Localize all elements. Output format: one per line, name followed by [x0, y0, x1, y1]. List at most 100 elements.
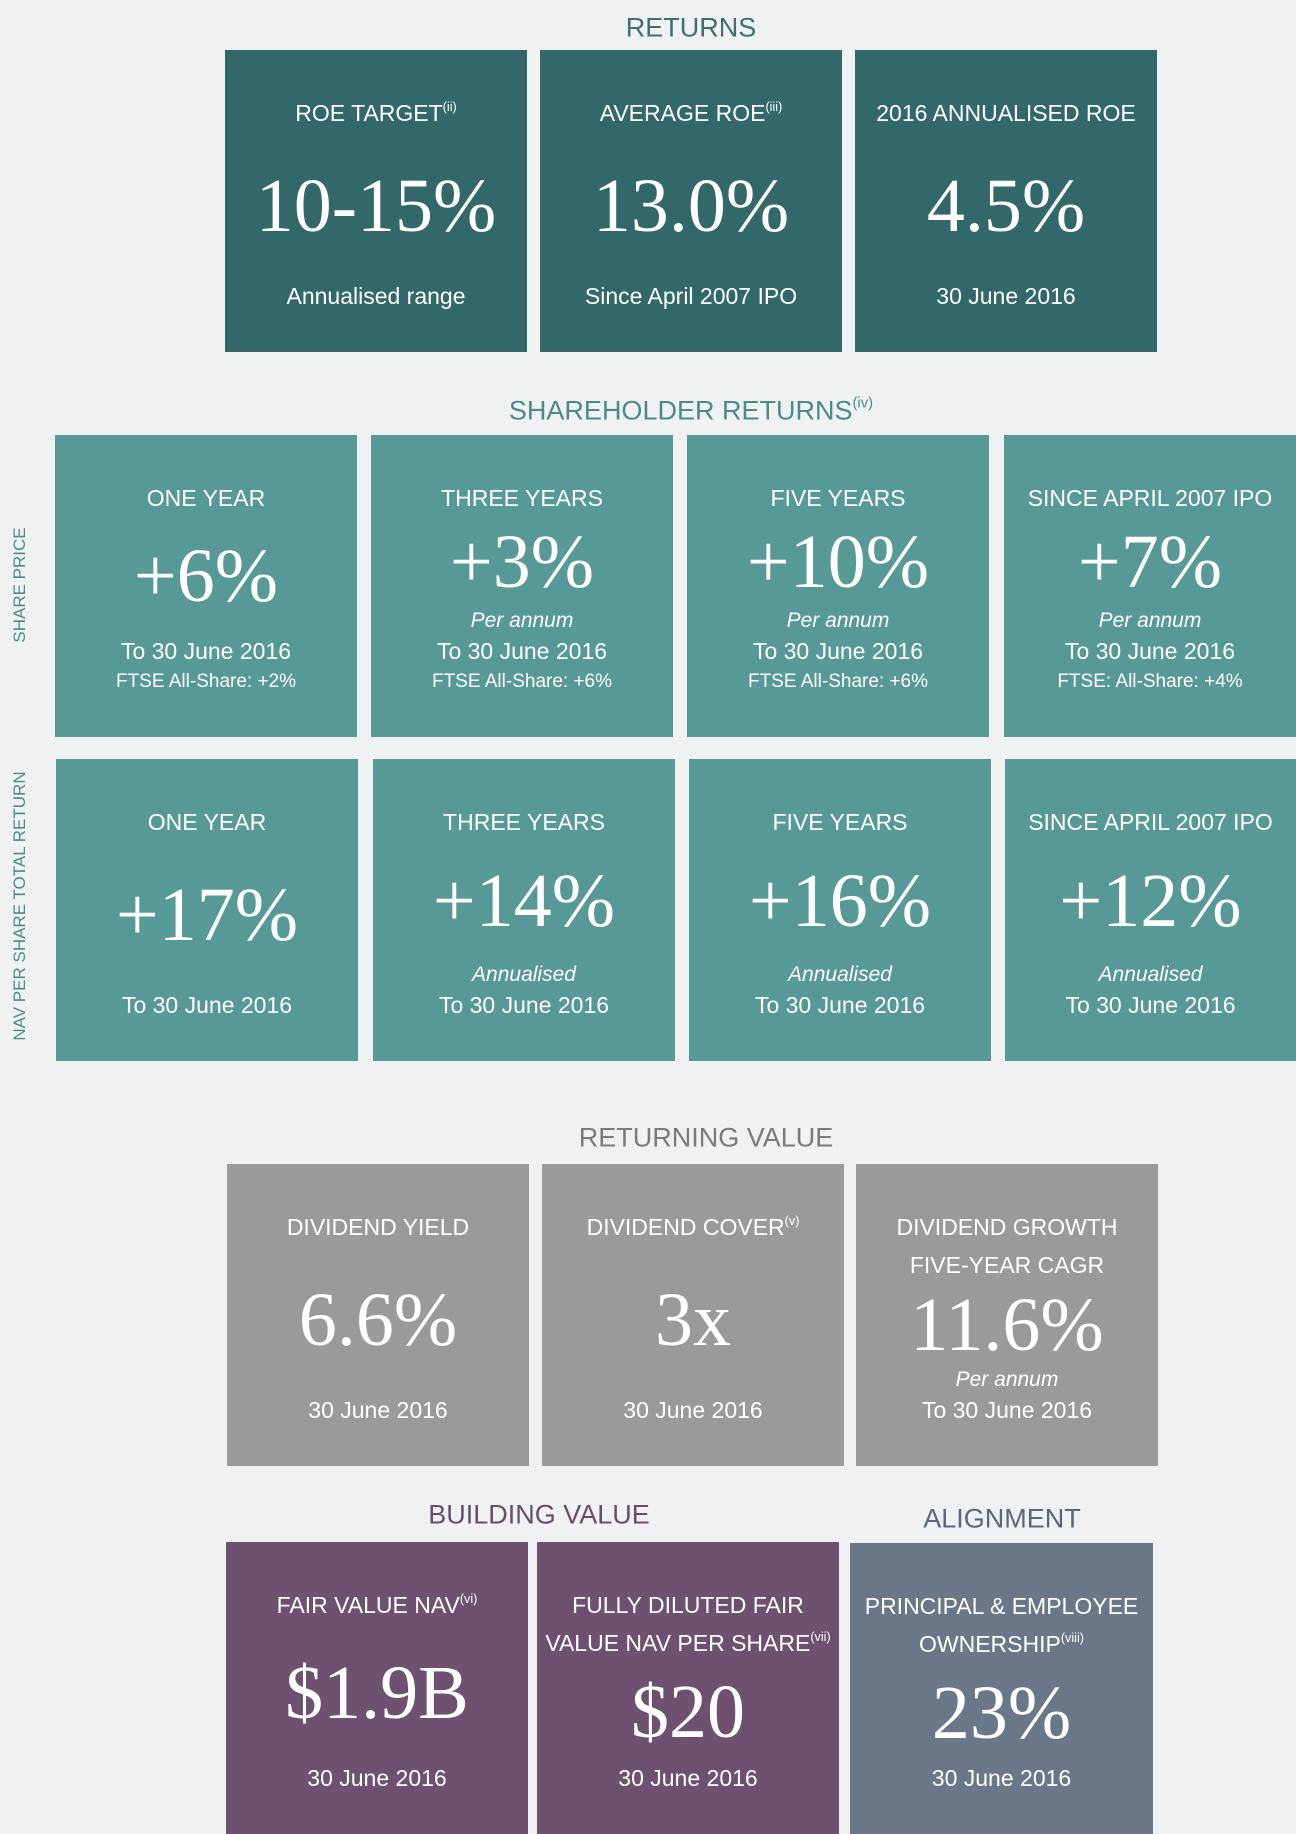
tile-value: +6% [133, 534, 279, 618]
tile: THREE YEARS +3% Per annum To 30 June 2016 FT… [371, 435, 673, 737]
tile: DIVIDEND GROWTH FIVE-YEAR CAGR 11.6% Per an… [856, 1164, 1158, 1466]
tile: PRINCIPAL & EMPLOYEE OWNERSHIP(viii) 23% 30… [850, 1543, 1153, 1834]
section-title: RETURNING VALUE [579, 1123, 834, 1154]
tile-value: 3x [655, 1278, 731, 1362]
subtitle: To 30 June 2016 [921, 1397, 1093, 1423]
heading-text: FULLY DILUTED FAIR [572, 1592, 804, 1618]
tile: SINCE APRIL 2007 IPO +12% Annualised To 30 … [1005, 759, 1296, 1061]
heading-line: THREE YEARS [443, 803, 605, 841]
tile-heading: DIVIDEND GROWTH FIVE-YEAR CAGR [896, 1208, 1117, 1284]
superscript: (vii) [810, 1629, 831, 1644]
tile: ROE TARGET(ii) 10-15% Annualised range [225, 50, 527, 352]
title-text: SHAREHOLDER RETURNS [508, 395, 853, 426]
tile: ONE YEAR +6% To 30 June 2016 FTSE All-Share… [55, 435, 357, 737]
tile-notes: Per annum To 30 June 2016 FTSE All-Share: … [748, 607, 928, 697]
subtitle: 30 June 2016 [308, 1397, 448, 1423]
tile-value: 11.6% [910, 1283, 1104, 1367]
tile-notes: 30 June 2016 [932, 1762, 1071, 1794]
tile-value: +14% [432, 859, 616, 943]
heading-text: VALUE NAV PER SHARE [545, 1630, 811, 1656]
subtitle: 30 June 2016 [307, 1765, 447, 1791]
subtitle: To 30 June 2016 [754, 992, 926, 1018]
heading-line: FIVE YEARS [770, 479, 905, 517]
heading-line: DIVIDEND YIELD [287, 1208, 469, 1246]
heading-text: AVERAGE ROE [599, 100, 766, 126]
tile: AVERAGE ROE(iii) 13.0% Since April 2007 IP… [540, 50, 842, 352]
tile-value: 23% [931, 1670, 1072, 1755]
tile-notes: Since April 2007 IPO [585, 280, 797, 312]
heading-line: FULLY DILUTED FAIR [545, 1586, 830, 1624]
heading-text: DIVIDEND COVER [586, 1214, 785, 1240]
heading-line: ONE YEAR [147, 479, 265, 517]
heading-line: ROE TARGET(ii) [295, 94, 456, 132]
heading-line: AVERAGE ROE(iii) [600, 94, 783, 132]
title-text: ALIGNMENT [923, 1503, 1081, 1534]
tile-heading: 2016 ANNUALISED ROE [876, 94, 1136, 132]
note: Annualised [1098, 963, 1203, 986]
subtitle: To 30 June 2016 [438, 992, 610, 1018]
tile-heading: PRINCIPAL & EMPLOYEE OWNERSHIP(viii) [865, 1587, 1139, 1663]
tile-value: 13.0% [592, 164, 790, 248]
subtitle: To 30 June 2016 [752, 638, 924, 664]
tile-notes: Annualised To 30 June 2016 [755, 961, 925, 1021]
tile-notes: Annualised range [286, 280, 465, 312]
superscript: (v) [784, 1213, 800, 1228]
subtitle: To 30 June 2016 [120, 638, 292, 664]
heading-text: ROE TARGET [295, 100, 443, 126]
note: Annualised [788, 963, 892, 986]
heading-line: OWNERSHIP(viii) [865, 1625, 1139, 1663]
title-text: RETURNS [625, 12, 757, 43]
tile: FIVE YEARS +16% Annualised To 30 June 2016 [689, 759, 991, 1061]
title-superscript: (iv) [852, 395, 874, 412]
title-text: RETURNING VALUE [578, 1122, 834, 1153]
heading-line: FIVE-YEAR CAGR [896, 1246, 1117, 1284]
subtitle: Annualised range [286, 283, 466, 309]
heading-line: ONE YEAR [148, 803, 266, 841]
tile-value: +7% [1077, 520, 1223, 604]
tile: FAIR VALUE NAV(vi) $1.9B 30 June 2016 [226, 1542, 528, 1834]
tile-value: +16% [748, 859, 932, 943]
subtitle: 30 June 2016 [623, 1397, 763, 1423]
heading-line: THREE YEARS [441, 479, 603, 517]
tile-value: $20 [631, 1670, 745, 1754]
row-label: SHARE PRICE [10, 527, 29, 643]
tile: THREE YEARS +14% Annualised To 30 June 2016 [373, 759, 675, 1061]
subtitle: Since April 2007 IPO [584, 283, 798, 309]
heading-text: 2016 ANNUALISED ROE [876, 100, 1136, 126]
tile-notes: Per annum To 30 June 2016 FTSE: All-Share:… [1057, 607, 1242, 697]
tile-value: +3% [449, 520, 595, 604]
tile-value: 4.5% [926, 164, 1086, 248]
benchmark: FTSE All-Share: +6% [431, 671, 613, 692]
subtitle: 30 June 2016 [936, 283, 1076, 309]
tile-notes: 30 June 2016 [308, 1394, 447, 1426]
tile-value: +10% [746, 520, 930, 604]
tile-heading: DIVIDEND YIELD [287, 1208, 469, 1246]
heading-text: FIVE-YEAR CAGR [909, 1252, 1105, 1278]
heading-line: PRINCIPAL & EMPLOYEE [865, 1587, 1139, 1625]
tile-heading: ONE YEAR [148, 803, 266, 841]
tile-heading: AVERAGE ROE(iii) [600, 94, 783, 132]
heading-text: ONE YEAR [146, 485, 266, 511]
tile-heading: THREE YEARS [441, 479, 603, 517]
heading-text: PRINCIPAL & EMPLOYEE [864, 1593, 1139, 1619]
tile: FIVE YEARS +10% Per annum To 30 June 2016 FT… [687, 435, 989, 737]
heading-text: OWNERSHIP [918, 1631, 1061, 1657]
heading-text: ONE YEAR [147, 809, 267, 835]
tile-heading: FAIR VALUE NAV(vi) [277, 1586, 478, 1624]
heading-line: VALUE NAV PER SHARE(vii) [545, 1624, 830, 1662]
heading-line: FIVE YEARS [772, 803, 907, 841]
tile-notes: Per annum To 30 June 2016 [922, 1366, 1092, 1426]
note: Per annum [1098, 609, 1202, 632]
note: Annualised [472, 963, 576, 986]
heading-text: THREE YEARS [443, 809, 605, 835]
superscript: (ii) [442, 99, 457, 114]
heading-text: SINCE APRIL 2007 IPO [1027, 485, 1273, 511]
tile-heading: ONE YEAR [147, 479, 265, 517]
heading-line: SINCE APRIL 2007 IPO [1028, 803, 1273, 841]
subtitle: To 30 June 2016 [1065, 992, 1236, 1018]
row-label: NAV PER SHARE TOTAL RETURN [10, 771, 29, 1041]
subtitle: 30 June 2016 [931, 1765, 1072, 1791]
tile: DIVIDEND COVER(v) 3x 30 June 2016 [542, 1164, 844, 1466]
tile: 2016 ANNUALISED ROE 4.5% 30 June 2016 [855, 50, 1157, 352]
heading-text: FIVE YEARS [772, 809, 908, 835]
